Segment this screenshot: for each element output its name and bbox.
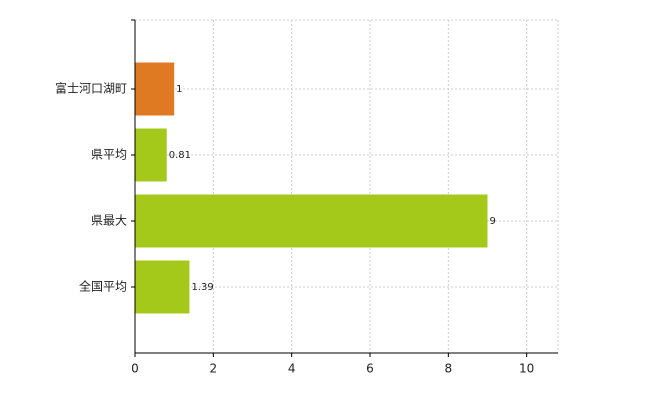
- value-label: 1.39: [191, 282, 213, 293]
- value-label: 1: [176, 84, 182, 95]
- x-tick-label: 6: [366, 362, 374, 376]
- bar: [135, 260, 190, 314]
- value-label: 9: [490, 216, 496, 227]
- y-tick-label: 県最大: [91, 214, 127, 228]
- value-label: 0.81: [169, 150, 191, 161]
- bar: [135, 194, 488, 248]
- y-tick-label: 県平均: [91, 148, 127, 162]
- y-tick-label: 全国平均: [79, 279, 127, 294]
- x-tick-label: 0: [131, 362, 139, 376]
- x-tick-label: 10: [519, 362, 534, 376]
- x-tick-label: 4: [288, 362, 296, 376]
- bar: [135, 128, 167, 182]
- x-tick-label: 8: [445, 362, 453, 376]
- x-tick-label: 2: [210, 362, 218, 376]
- bar: [135, 62, 175, 116]
- y-tick-label: 富士河口湖町: [55, 81, 127, 96]
